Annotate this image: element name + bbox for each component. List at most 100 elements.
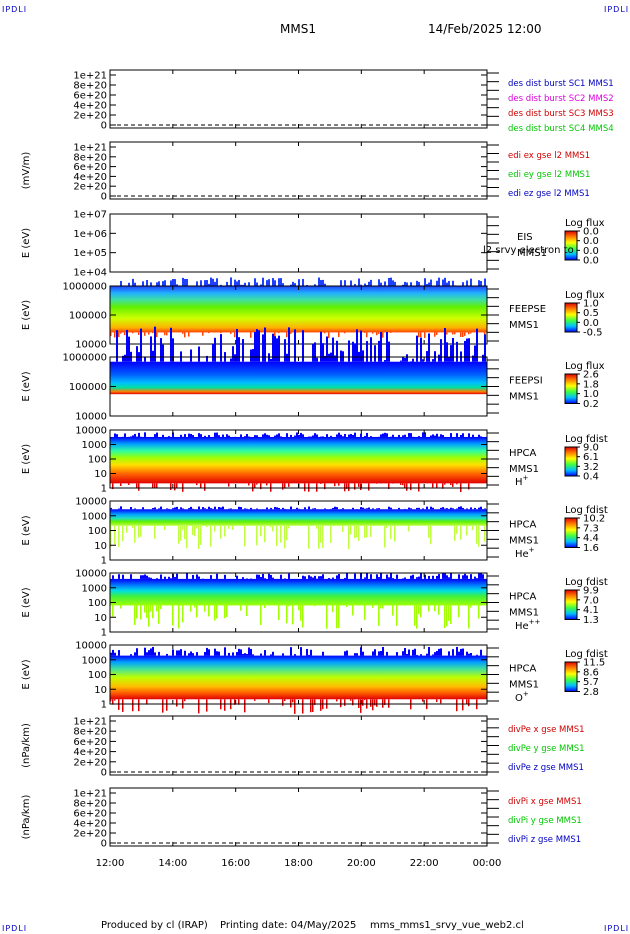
spectrogram-feeps-i: [110, 361, 487, 395]
spectrogram-speckle: [222, 434, 224, 437]
y-tick-label: 1000: [82, 655, 107, 666]
spectrogram-speckle: [162, 281, 164, 286]
spectrogram-speckle: [134, 433, 136, 437]
spectrogram-speckle: [364, 525, 366, 538]
spectrogram-speckle: [110, 332, 112, 337]
spectrogram-speckle: [316, 525, 318, 529]
spectrogram-speckle: [432, 359, 434, 362]
colorbar-tick-label: 4.4: [583, 533, 599, 544]
species-label: O+: [515, 690, 529, 704]
colorbar: [564, 446, 578, 477]
spectrogram-speckle: [402, 284, 404, 286]
spectrogram-speckle: [280, 574, 282, 579]
spectrogram-speckle: [434, 652, 436, 656]
spectrogram-speckle: [226, 281, 228, 286]
spectrogram-speckle: [340, 350, 342, 362]
y-tick-label: 1e+21: [73, 789, 107, 800]
colorbar: [564, 517, 578, 548]
spectrogram-speckle: [422, 432, 424, 437]
spectrogram-speckle: [150, 648, 152, 656]
spectrogram-speckle: [224, 605, 226, 619]
spectrogram-speckle: [466, 575, 468, 579]
spectrogram-speckle: [338, 574, 340, 579]
spectrogram-speckle: [198, 576, 200, 579]
spectrogram-speckle: [264, 433, 266, 437]
spectrogram-speckle: [248, 282, 250, 286]
y-tick-label: 1000000: [62, 353, 107, 364]
spectrogram-speckle: [372, 332, 374, 334]
spectrogram-speckle: [270, 525, 272, 528]
spectrogram-speckle: [234, 279, 236, 286]
spectrogram-speckle: [438, 605, 440, 615]
spectrogram-speckle: [136, 605, 138, 619]
spectrogram-speckle: [152, 508, 154, 510]
spectrogram-speckle: [336, 434, 338, 437]
spectrogram-speckle: [436, 699, 438, 703]
spectrogram-speckle: [210, 508, 212, 510]
panel-feeps-i: [109, 326, 580, 417]
y-tick-label: 2e+20: [73, 757, 107, 768]
spectrogram-speckle: [126, 525, 128, 533]
spectrogram-speckle: [266, 507, 268, 510]
spectrogram-speckle: [456, 433, 458, 437]
spectrogram-speckle: [320, 331, 322, 362]
spectrogram-speckle: [430, 525, 432, 545]
spectrogram-speckle: [400, 360, 402, 362]
y-tick-label: 6e+20: [73, 809, 107, 820]
spectrogram-speckle: [196, 281, 198, 286]
spectrogram-speckle: [344, 280, 346, 286]
spectrogram-speckle: [302, 278, 304, 286]
y-tick-label: 1000000: [62, 282, 107, 293]
spectrogram-speckle: [354, 573, 356, 579]
spectrogram-speckle: [198, 525, 200, 549]
spectrogram-speckle: [120, 483, 122, 486]
spectrogram-speckle: [228, 652, 230, 656]
spectrogram-speckle: [262, 334, 264, 362]
spectrogram-speckle: [290, 332, 292, 334]
x-tick-label: 14:00: [158, 858, 187, 869]
spectrogram-speckle: [134, 508, 136, 510]
corner-label-top-right: IPDLI: [604, 5, 630, 14]
spectrogram-speckle: [440, 648, 442, 656]
spectrogram-speckle: [264, 327, 266, 362]
spectrogram-speckle: [148, 605, 150, 627]
spectrogram-speckle: [378, 577, 380, 579]
spectrogram-speckle: [326, 605, 328, 629]
panel-divpe: [109, 715, 499, 776]
spectrogram-speckle: [196, 652, 198, 656]
spectrogram-speckle: [338, 432, 340, 437]
spectrogram-speckle: [144, 574, 146, 579]
spectrogram-speckle: [450, 573, 452, 579]
spectrogram-speckle: [158, 651, 160, 656]
spectrogram-speckle: [240, 507, 242, 510]
spectrogram-speckle: [144, 432, 146, 437]
spectrogram-speckle: [436, 650, 438, 656]
spectrogram-speckle: [440, 339, 442, 362]
legend-entry: divPe y gse MMS1: [508, 744, 585, 754]
spectrogram-speckle: [226, 434, 228, 437]
spectrogram-speckle: [180, 649, 182, 656]
spectrogram-speckle: [118, 508, 120, 510]
spectrogram-speckle: [178, 525, 180, 544]
spectrogram-speckle: [336, 340, 338, 362]
spectrogram-speckle: [378, 340, 380, 362]
spectrogram-speckle: [258, 574, 260, 579]
spectrogram-speckle: [114, 332, 116, 338]
spectrogram-speckle: [452, 649, 454, 656]
x-tick-label: 00:00: [473, 858, 502, 869]
instrument-label: HPCA: [509, 664, 537, 675]
spectrogram-speckle: [260, 483, 262, 490]
colorbar-tick-label: 1.0: [583, 389, 599, 400]
spacecraft-label: MMS1: [509, 535, 539, 546]
spectrogram-speckle: [350, 280, 352, 286]
y-tick-label: 1000: [82, 583, 107, 594]
spectrogram-speckle: [370, 337, 372, 362]
spectrogram-speckle: [278, 278, 280, 286]
spectrogram-speckle: [408, 525, 410, 532]
colorbar-tick-label: 0.0: [583, 256, 599, 267]
spectrogram-speckle: [266, 483, 268, 486]
spectrogram-speckle: [204, 483, 206, 491]
spectrogram-speckle: [144, 647, 146, 656]
spectrogram-speckle: [356, 653, 358, 656]
panel-edi: [109, 141, 499, 200]
